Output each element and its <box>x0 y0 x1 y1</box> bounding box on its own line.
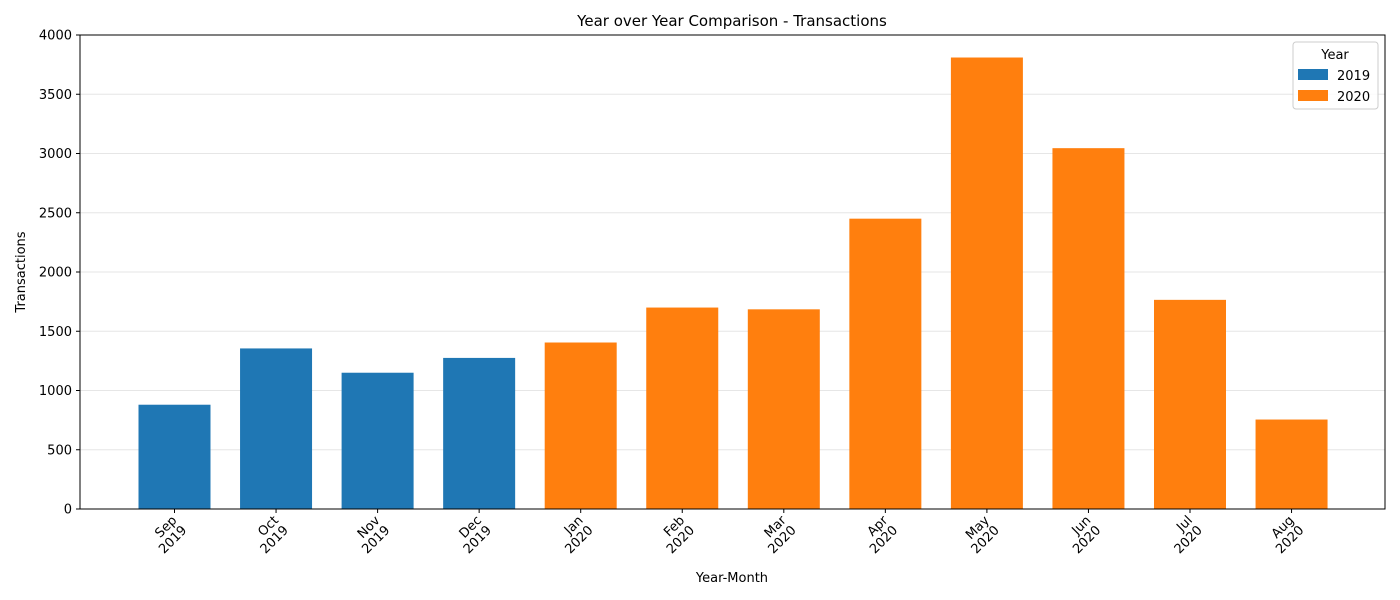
y-tick-label: 3500 <box>39 88 72 103</box>
bar-sep-2019 <box>138 404 211 509</box>
legend-label-2020: 2020 <box>1337 90 1370 105</box>
bar-jul-2020 <box>1154 299 1226 509</box>
bar-jan-2020 <box>544 342 617 509</box>
y-tick-label: 0 <box>64 503 72 518</box>
legend-swatch-2019 <box>1298 69 1328 80</box>
y-axis-title: Transactions <box>14 231 29 313</box>
y-tick-label: 3000 <box>39 147 72 162</box>
bar-nov-2019 <box>341 372 414 509</box>
legend-title: Year <box>1320 48 1349 63</box>
y-tick-label: 2500 <box>39 206 72 221</box>
bars <box>138 57 1328 510</box>
bar-mar-2020 <box>747 309 820 509</box>
bar-feb-2020 <box>646 307 719 509</box>
bar-may-2020 <box>950 57 1023 509</box>
bar-jun-2020 <box>1052 148 1125 510</box>
y-tick-label: 1500 <box>39 325 72 340</box>
legend-label-2019: 2019 <box>1337 69 1370 84</box>
y-tick-label: 4000 <box>39 29 72 44</box>
bar-oct-2019 <box>240 348 313 509</box>
bar-aug-2020 <box>1255 419 1328 509</box>
chart-title: Year over Year Comparison - Transactions <box>576 12 887 30</box>
bar-apr-2020 <box>849 218 922 510</box>
y-tick-label: 2000 <box>39 266 72 281</box>
legend-swatch-2020 <box>1298 90 1328 101</box>
y-tick-label: 1000 <box>39 384 72 399</box>
bar-dec-2019 <box>443 357 516 509</box>
x-axis-title: Year-Month <box>695 571 768 586</box>
y-axis-ticks: 0 500 1000 1500 2000 2500 3000 3500 4000 <box>39 29 80 518</box>
legend: Year 2019 2020 <box>1292 41 1379 110</box>
y-tick-label: 500 <box>47 443 72 458</box>
